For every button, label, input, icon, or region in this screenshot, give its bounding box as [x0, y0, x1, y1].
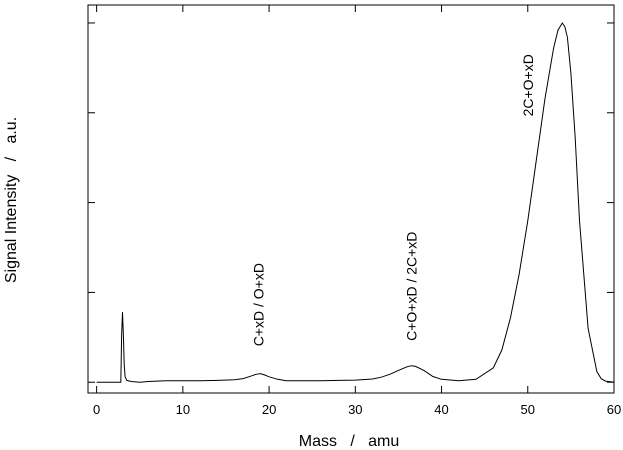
- plot-frame: [87, 4, 615, 394]
- axis-ticks: [88, 5, 615, 393]
- x-tick-label: 0: [93, 402, 100, 417]
- x-tick-labels: 0 10 20 30 40 50 60: [93, 402, 621, 417]
- x-tick-label: 50: [521, 402, 535, 417]
- series-line: [96, 22, 615, 383]
- peak-annotations: C+xD / O+xD C+O+xD / 2C+xD 2C+O+xD: [251, 54, 536, 346]
- y-axis-label: Signal Intensity / a.u.: [3, 117, 20, 283]
- peak-annotation: 2C+O+xD: [520, 54, 536, 116]
- x-tick-label: 20: [262, 402, 276, 417]
- peak-annotation: C+xD / O+xD: [251, 263, 267, 346]
- x-tick-label: 10: [176, 402, 190, 417]
- x-axis-label: Mass / amu: [299, 433, 399, 450]
- x-tick-label: 30: [348, 402, 362, 417]
- peak-annotation: C+O+xD / 2C+xD: [403, 232, 419, 341]
- x-tick-label: 60: [607, 402, 621, 417]
- x-tick-label: 40: [434, 402, 448, 417]
